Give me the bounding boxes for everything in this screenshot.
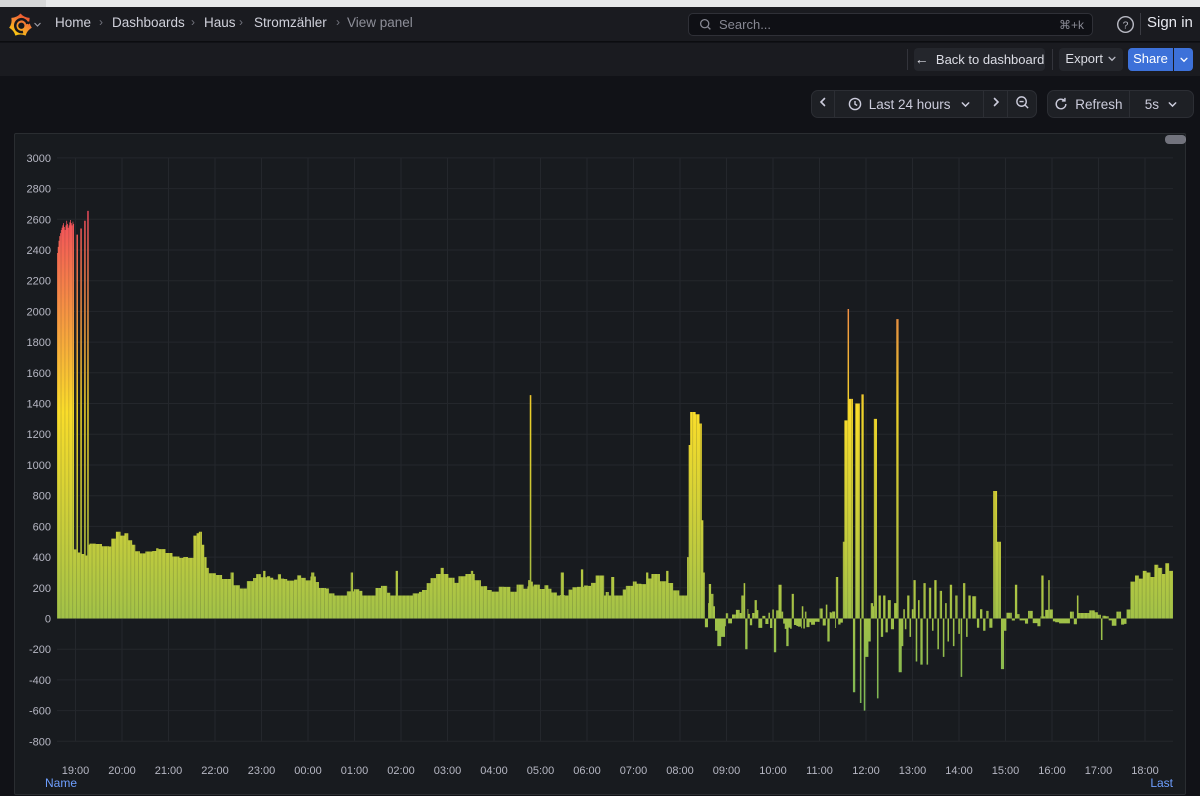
svg-text:1400: 1400 bbox=[27, 399, 51, 411]
svg-text:19:00: 19:00 bbox=[62, 765, 90, 777]
svg-text:1600: 1600 bbox=[27, 368, 51, 380]
svg-text:15:00: 15:00 bbox=[992, 765, 1020, 777]
svg-text:1800: 1800 bbox=[27, 337, 51, 349]
svg-text:17:00: 17:00 bbox=[1085, 765, 1113, 777]
svg-text:0: 0 bbox=[45, 614, 51, 626]
svg-text:1000: 1000 bbox=[27, 460, 51, 472]
svg-text:13:00: 13:00 bbox=[899, 765, 927, 777]
svg-text:03:00: 03:00 bbox=[434, 765, 462, 777]
svg-text:200: 200 bbox=[33, 583, 51, 595]
svg-text:18:00: 18:00 bbox=[1131, 765, 1159, 777]
svg-text:Name: Name bbox=[45, 776, 77, 790]
svg-text:01:00: 01:00 bbox=[341, 765, 369, 777]
svg-text:?: ? bbox=[1123, 20, 1129, 31]
svg-text:08:00: 08:00 bbox=[666, 765, 694, 777]
svg-text:00:00: 00:00 bbox=[294, 765, 322, 777]
svg-text:16:00: 16:00 bbox=[1038, 765, 1066, 777]
svg-text:20:00: 20:00 bbox=[108, 765, 136, 777]
svg-text:1200: 1200 bbox=[27, 429, 51, 441]
svg-text:14:00: 14:00 bbox=[945, 765, 973, 777]
svg-text:22:00: 22:00 bbox=[201, 765, 229, 777]
svg-text:11:00: 11:00 bbox=[806, 765, 833, 777]
svg-text:2000: 2000 bbox=[27, 306, 51, 318]
svg-text:23:00: 23:00 bbox=[248, 765, 276, 777]
svg-text:-600: -600 bbox=[29, 706, 51, 718]
svg-text:06:00: 06:00 bbox=[573, 765, 601, 777]
svg-text:-800: -800 bbox=[29, 736, 51, 748]
svg-text:02:00: 02:00 bbox=[387, 765, 415, 777]
svg-text:2600: 2600 bbox=[27, 214, 51, 226]
svg-text:400: 400 bbox=[33, 552, 51, 564]
svg-text:-200: -200 bbox=[29, 644, 51, 656]
svg-text:09:00: 09:00 bbox=[713, 765, 741, 777]
svg-text:05:00: 05:00 bbox=[527, 765, 555, 777]
svg-text:07:00: 07:00 bbox=[620, 765, 648, 777]
svg-text:800: 800 bbox=[33, 491, 51, 503]
svg-text:04:00: 04:00 bbox=[480, 765, 508, 777]
svg-text:3000: 3000 bbox=[27, 153, 51, 165]
svg-text:600: 600 bbox=[33, 521, 51, 533]
svg-text:12:00: 12:00 bbox=[852, 765, 880, 777]
svg-text:21:00: 21:00 bbox=[155, 765, 183, 777]
svg-text:2200: 2200 bbox=[27, 276, 51, 288]
svg-text:-400: -400 bbox=[29, 675, 51, 687]
svg-text:2400: 2400 bbox=[27, 245, 51, 257]
svg-text:10:00: 10:00 bbox=[759, 765, 787, 777]
svg-text:2800: 2800 bbox=[27, 184, 51, 196]
svg-text:Last: Last bbox=[1150, 776, 1173, 790]
